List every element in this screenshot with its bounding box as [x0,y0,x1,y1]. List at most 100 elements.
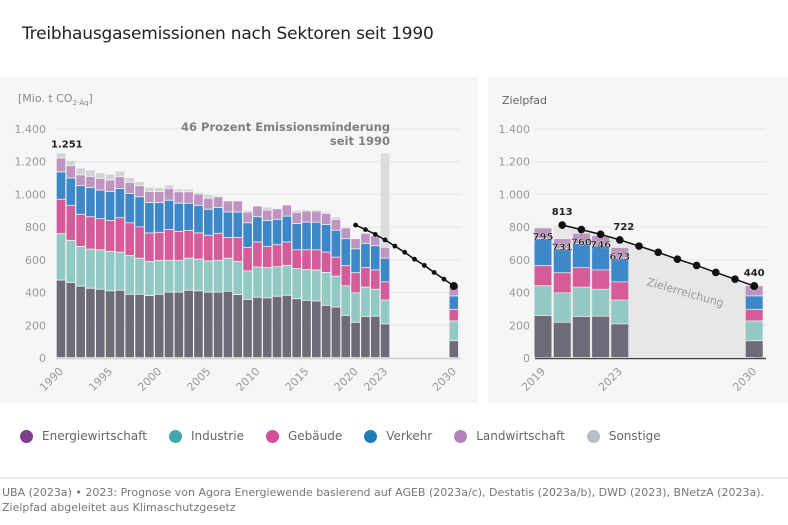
bar-segment-industrie [184,258,193,290]
bar-segment-gebäude [233,237,243,262]
bar-segment-gebäude [115,218,125,252]
bar-segment-landwirtschaft [115,177,125,189]
bar-segment-gebäude [312,250,321,270]
bar-segment-industrie [204,261,213,292]
bar-segment-sonstige [331,217,341,219]
bar-segment-industrie [282,265,292,295]
bar-segment-industrie [56,234,66,280]
bar-segment-verkehr [125,193,135,223]
bar-segment-industrie [449,321,459,341]
bar-segment-verkehr [243,223,252,247]
x-tick-label: 1995 [86,365,115,394]
bar-segment-sonstige [125,178,135,183]
annotation-line2: seit 1990 [330,134,390,148]
legend-item-verkehr[interactable]: Verkehr [364,429,432,443]
legend-dot-icon [168,429,182,443]
bar-segment-industrie [321,272,331,306]
legend-item-sonstige[interactable]: Sonstige [586,429,661,443]
bar-segment-energiewirtschaft [361,316,370,358]
target-path-label: 813 [552,207,573,218]
bar-segment-gebäude [553,273,571,293]
bar-segment-landwirtschaft [184,192,193,203]
y-tick-label: 800 [25,221,46,234]
bar-segment-industrie [154,260,164,294]
legend-item-industrie[interactable]: Industrie [168,429,244,443]
bar-segment-gebäude [380,282,390,300]
bar-segment-verkehr [233,212,243,237]
bar-segment-verkehr [553,249,571,273]
bar-segment-landwirtschaft [534,228,552,239]
bar-segment-industrie [745,321,763,341]
bar-segment-sonstige [66,160,76,166]
bar-segment-gebäude [204,235,213,261]
bar-segment-energiewirtschaft [223,291,233,358]
target-path-point [363,227,368,232]
bar-segment-landwirtschaft [380,247,390,258]
bar-segment-verkehr [262,220,272,246]
x-tick-label: 1990 [37,365,66,394]
legend-dot-icon [586,429,600,443]
bar-segment-landwirtschaft [321,213,331,225]
bar-segment-landwirtschaft [66,165,76,178]
legend-item-energiewirtschaft[interactable]: Energiewirtschaft [20,429,147,443]
bar-segment-verkehr [253,217,262,242]
bar-segment-industrie [105,251,115,291]
legend-dot-icon [454,429,468,443]
bar-segment-energiewirtschaft [262,298,272,358]
x-tick-label: 2030 [430,365,459,394]
x-tick-label: 2023 [596,365,625,394]
bar-segment-energiewirtschaft [370,316,380,358]
bar-segment-energiewirtschaft [331,307,341,358]
bar-segment-landwirtschaft [56,158,66,172]
bar-segment-sonstige [184,189,193,192]
legend-item-landwirtschaft[interactable]: Landwirtschaft [454,429,565,443]
bar-segment-landwirtschaft [592,235,610,246]
bar-segment-landwirtschaft [361,233,370,244]
bar-segment-energiewirtschaft [145,296,154,358]
target-path-point [558,221,566,229]
target-path-point [421,263,427,268]
bar-segment-verkehr [105,191,115,221]
bar-segment-industrie [370,289,380,316]
bar-segment-industrie [534,286,552,315]
bar-segment-industrie [115,252,125,290]
bar-segment-gebäude [262,246,272,268]
target-path-label: 440 [744,268,765,279]
bar-segment-energiewirtschaft [312,301,321,358]
target-path-point [673,255,682,264]
legend-item-gebaeude[interactable]: Gebäude [265,429,342,443]
total-label: 1.251 [51,139,83,150]
bar-segment-landwirtschaft [282,205,292,216]
target-path-point [372,231,378,237]
right-panel-title: Zielpfad [502,94,547,107]
bar-segment-landwirtschaft [351,239,360,249]
bar-segment-industrie [611,300,629,324]
bar-segment-energiewirtschaft [321,305,331,358]
bar-segment-gebäude [449,309,459,321]
bar-segment-energiewirtschaft [164,292,174,358]
bar-segment-sonstige [86,170,95,176]
x-tick-label: 2020 [332,365,361,394]
target-path-point [402,249,408,255]
bar-segment-landwirtschaft [145,191,154,203]
bar-segment-sonstige [174,189,184,192]
bar-segment-verkehr [380,258,390,282]
bar-segment-energiewirtschaft [292,299,301,358]
bar-segment-verkehr [56,172,66,199]
bar-segment-verkehr [351,249,360,273]
y-tick-label: 1.000 [499,188,531,201]
bar-segment-energiewirtschaft [592,316,610,358]
bar-segment-energiewirtschaft [553,322,571,358]
bar-segment-gebäude [56,199,66,234]
bar-segment-gebäude [572,268,590,287]
bar-segment-gebäude [282,242,292,265]
y-tick-label: 1.400 [15,123,47,136]
bar-segment-energiewirtschaft [611,324,629,358]
bar-segment-energiewirtschaft [213,292,223,358]
legend-label: Industrie [190,429,244,443]
bar-segment-gebäude [253,242,262,267]
bar-segment-gebäude [164,229,174,260]
total-label: 746 [590,240,611,251]
y-tick-label: 600 [25,254,46,267]
